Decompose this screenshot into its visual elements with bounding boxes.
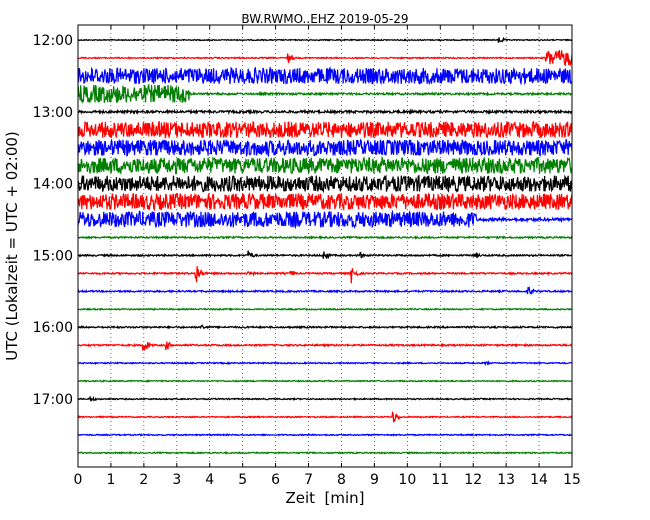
plot-frame (77, 24, 573, 468)
x-tick-label: 11 (431, 472, 449, 488)
x-tick-label: 15 (563, 472, 581, 488)
x-axis: 0 1 2 3 4 5 6 7 8 9 10 11 12 13 14 15 (74, 25, 581, 488)
x-tick-label: 10 (398, 472, 416, 488)
trace-1215 (77, 50, 573, 67)
trace-1600 (77, 324, 573, 330)
trace-1500 (77, 250, 573, 260)
y-tick-label: 14:00 (33, 177, 73, 193)
x-tick-label: 0 (74, 472, 83, 488)
trace-1645 (77, 379, 573, 383)
y-axis-label: UTC (Lokalzeit = UTC + 02:00) (3, 131, 21, 361)
y-tick-label: 13:00 (33, 105, 73, 121)
trace-1745 (78, 450, 573, 455)
trace-1700 (77, 395, 573, 402)
x-tick-label: 13 (497, 472, 515, 488)
trace-1430 (77, 209, 573, 230)
trace-1530 (77, 285, 573, 295)
y-tick-label: 16:00 (33, 320, 73, 336)
trace-group (77, 36, 573, 455)
x-tick-label: 7 (304, 472, 313, 488)
trace-1545 (77, 307, 573, 312)
trace-1515 (77, 266, 573, 284)
x-tick-label: 9 (370, 472, 379, 488)
grid-lines (110, 25, 540, 467)
trace-1300 (77, 108, 573, 116)
y-tick-label: 12:00 (33, 33, 73, 49)
chart-title: BW.RWMO..EHZ 2019-05-29 (241, 12, 408, 26)
y-tick-label: 17:00 (33, 392, 73, 408)
trace-1630 (77, 360, 573, 367)
x-tick-label: 6 (271, 472, 280, 488)
trace-1315 (77, 120, 573, 140)
trace-1400 (77, 174, 573, 194)
y-axis: 12:00 13:00 14:00 15:00 16:00 17:00 (33, 33, 572, 408)
x-tick-label: 2 (139, 472, 148, 488)
x-tick-label: 1 (106, 472, 115, 488)
trace-1415 (77, 192, 573, 212)
y-tick-label: 15:00 (33, 248, 73, 264)
x-tick-label: 3 (172, 472, 181, 488)
trace-1615 (77, 341, 573, 352)
x-tick-label: 8 (337, 472, 346, 488)
x-tick-label: 5 (238, 472, 247, 488)
trace-1715 (77, 410, 573, 423)
x-tick-label: 4 (205, 472, 214, 488)
x-tick-label: 14 (530, 472, 548, 488)
trace-1245 (77, 83, 573, 105)
trace-1345 (77, 155, 573, 175)
x-axis-label: Zeit [min] (285, 489, 364, 507)
trace-1730 (77, 432, 573, 437)
trace-1230 (77, 66, 573, 86)
trace-1200 (77, 36, 573, 43)
x-tick-label: 12 (464, 472, 482, 488)
trace-1330 (77, 138, 573, 158)
trace-1445 (77, 235, 573, 240)
